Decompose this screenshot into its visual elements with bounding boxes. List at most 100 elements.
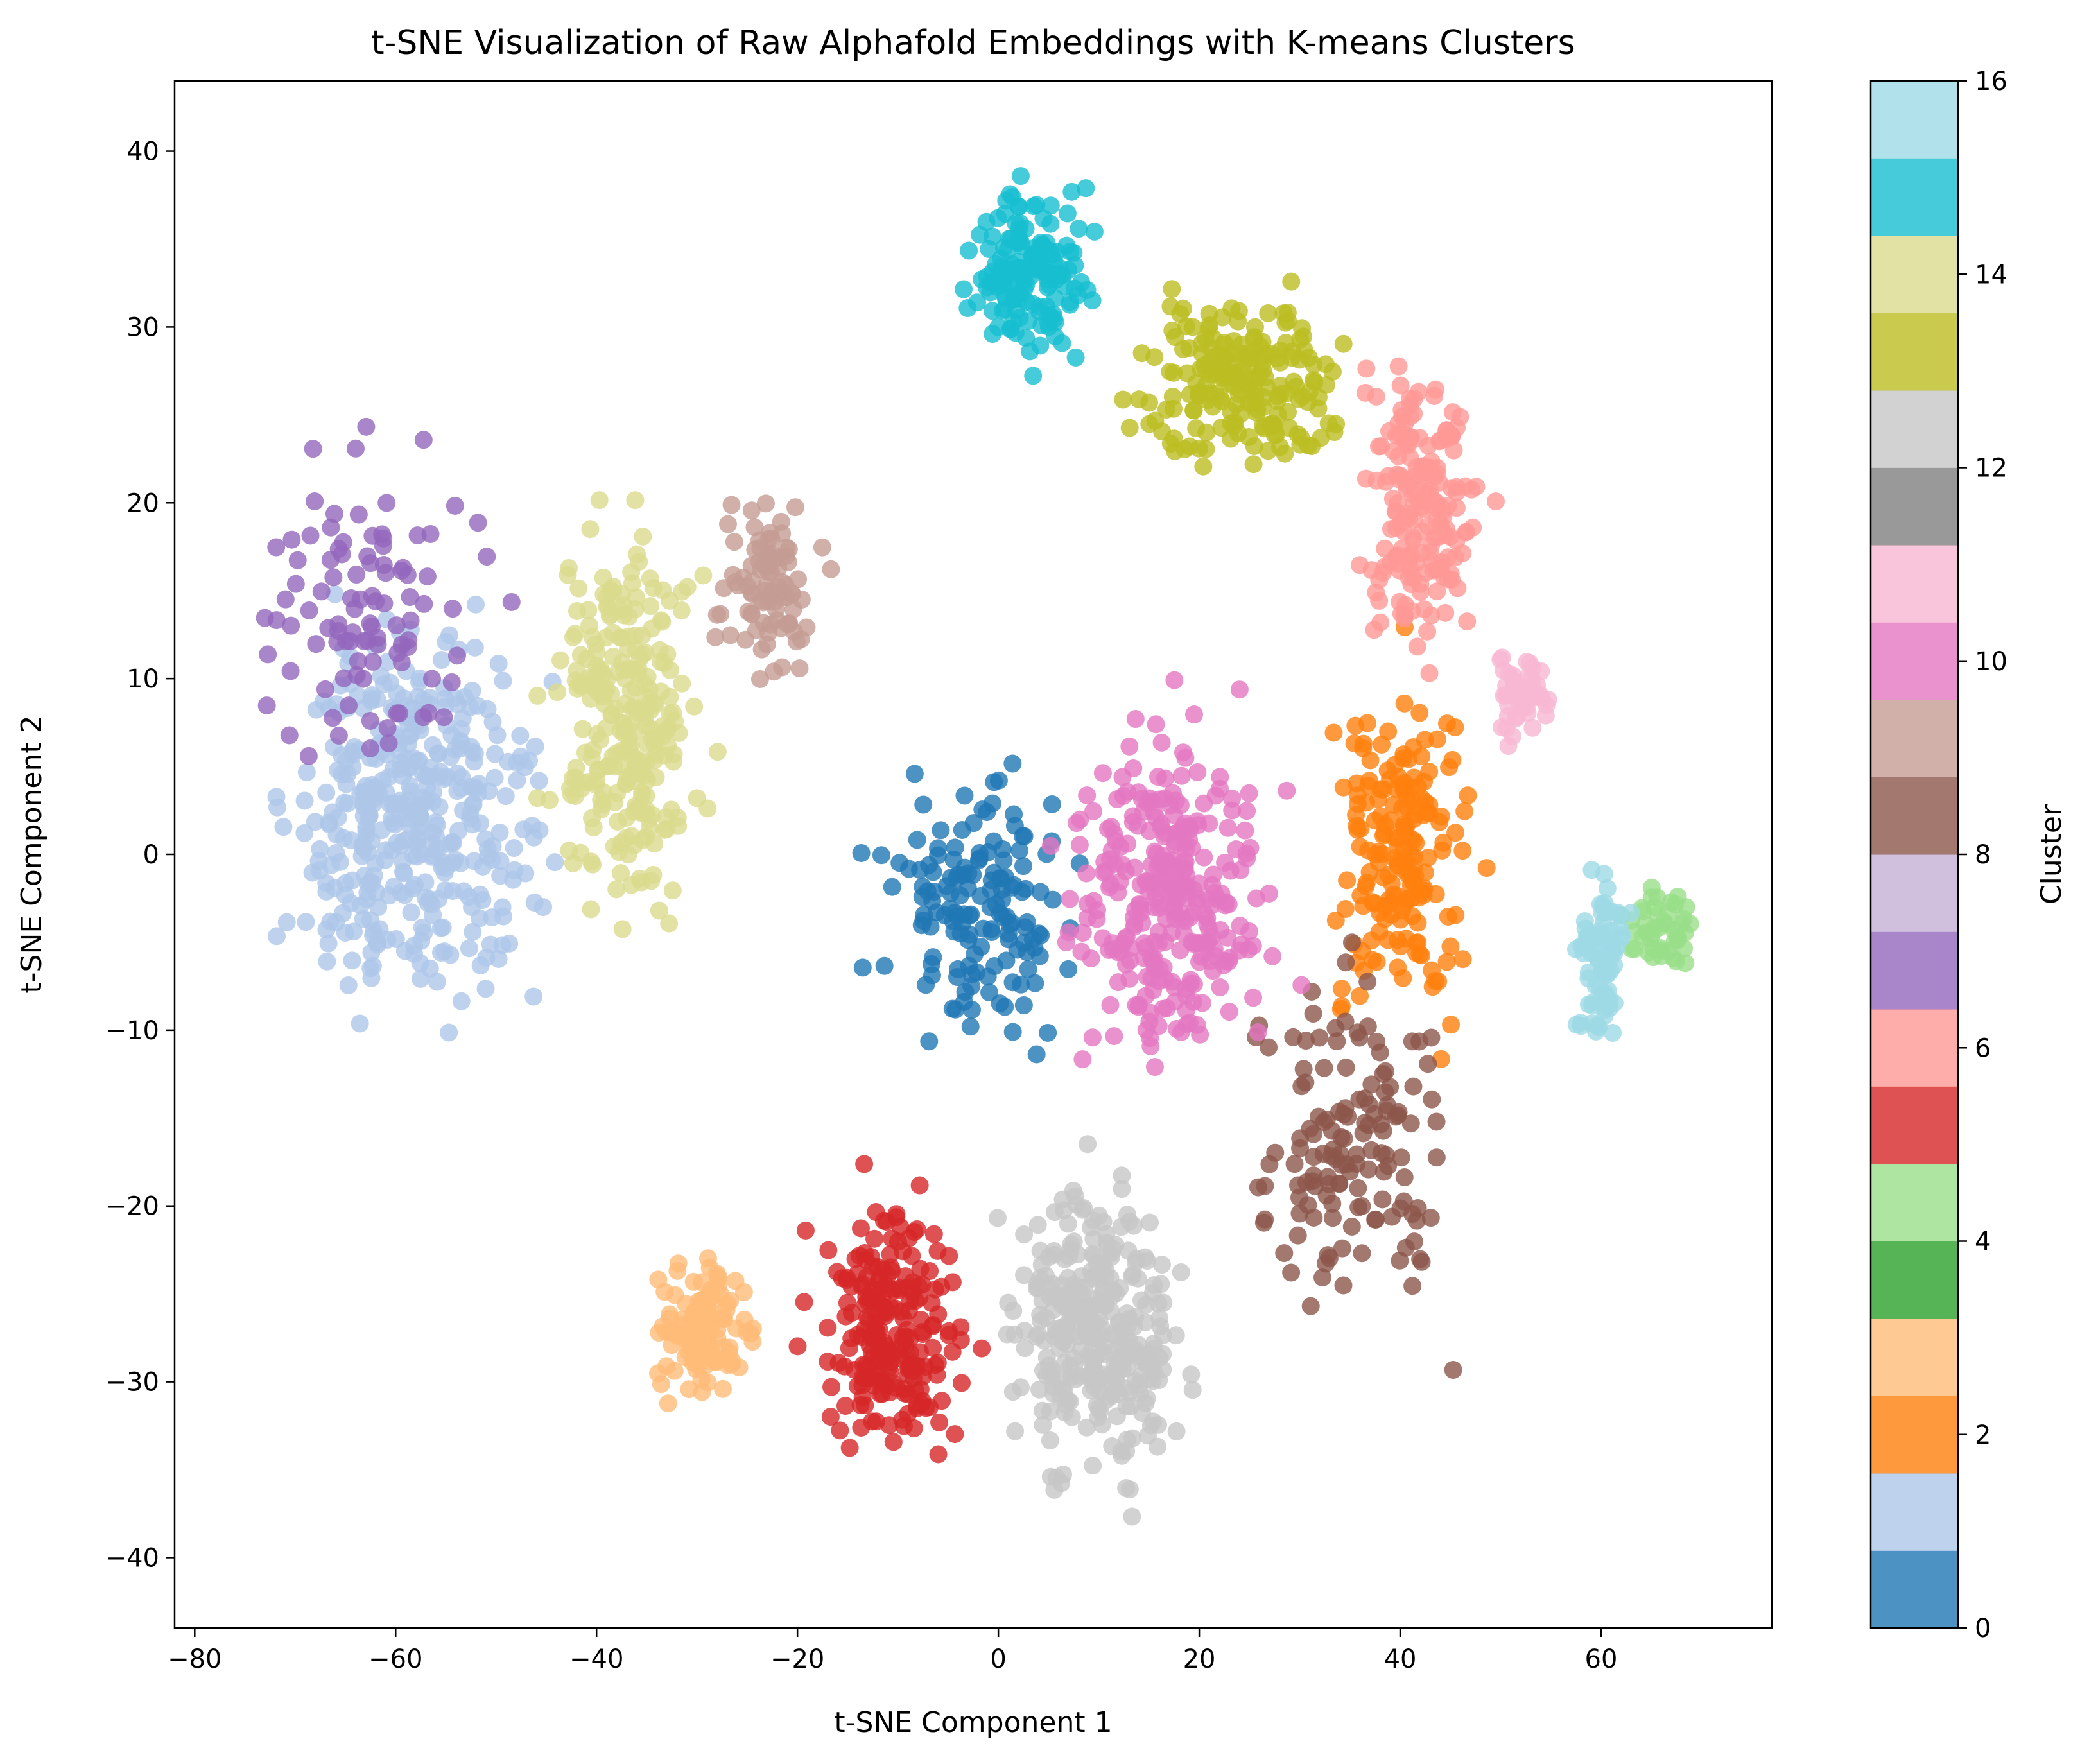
scatter-point-cluster-2 [1398, 798, 1417, 817]
scatter-point-cluster-2 [1437, 953, 1456, 971]
scatter-point-cluster-5 [928, 1241, 947, 1260]
scatter-point-cluster-0 [1003, 754, 1022, 773]
scatter-point-cluster-10 [1072, 942, 1091, 961]
scatter-point-cluster-1 [319, 813, 338, 832]
scatter-point-cluster-10 [1236, 821, 1254, 840]
scatter-point-cluster-14 [581, 520, 600, 539]
scatter-point-cluster-8 [1296, 1073, 1315, 1092]
scatter-point-cluster-0 [921, 917, 940, 936]
scatter-point-cluster-10 [1117, 955, 1136, 974]
y-axis-label: t-SNE Component 2 [15, 715, 48, 993]
scatter-point-cluster-7 [351, 590, 370, 609]
scatter-point-cluster-1 [268, 798, 286, 817]
scatter-point-cluster-13 [1174, 299, 1193, 318]
scatter-point-cluster-16 [1584, 993, 1603, 1012]
scatter-point-cluster-9 [772, 512, 790, 531]
scatter-point-cluster-15 [1014, 263, 1032, 282]
y-tick-label: 10 [126, 664, 159, 694]
scatter-point-cluster-8 [1342, 933, 1361, 952]
scatter-point-cluster-4 [1672, 915, 1691, 933]
scatter-point-cluster-1 [319, 934, 338, 953]
scatter-point-cluster-6 [1415, 600, 1434, 619]
scatter-points [256, 167, 1699, 1526]
scatter-point-cluster-10 [1230, 680, 1249, 699]
scatter-point-cluster-7 [388, 704, 406, 723]
scatter-point-cluster-14 [592, 791, 611, 809]
scatter-point-cluster-3 [743, 1319, 762, 1338]
scatter-point-cluster-15 [958, 299, 977, 318]
scatter-point-cluster-9 [724, 566, 742, 584]
scatter-point-cluster-12 [1106, 1236, 1125, 1254]
scatter-point-cluster-6 [1405, 404, 1423, 423]
scatter-point-cluster-12 [1070, 1367, 1089, 1385]
scatter-point-cluster-12 [1148, 1437, 1166, 1456]
scatter-point-cluster-8 [1275, 1244, 1294, 1263]
scatter-point-cluster-0 [991, 994, 1009, 1013]
scatter-point-cluster-5 [924, 1225, 943, 1243]
scatter-point-cluster-13 [1276, 444, 1294, 463]
colorbar-tick-label: 2 [1975, 1421, 1991, 1450]
scatter-point-cluster-1 [499, 752, 517, 771]
scatter-point-cluster-6 [1453, 544, 1472, 562]
scatter-point-cluster-15 [1058, 204, 1077, 223]
scatter-point-cluster-5 [821, 1408, 840, 1426]
scatter-point-cluster-7 [422, 670, 441, 688]
scatter-point-cluster-14 [582, 748, 601, 767]
scatter-point-cluster-6 [1405, 480, 1424, 499]
scatter-point-cluster-9 [761, 524, 779, 542]
scatter-point-cluster-16 [1604, 1024, 1622, 1042]
scatter-point-cluster-5 [952, 1374, 971, 1392]
scatter-point-cluster-13 [1259, 442, 1278, 460]
scatter-point-cluster-10 [1189, 816, 1208, 834]
scatter-point-cluster-1 [494, 671, 512, 690]
scatter-point-cluster-1 [477, 948, 496, 967]
scatter-point-cluster-6 [1371, 613, 1390, 632]
scatter-point-cluster-14 [626, 491, 645, 510]
scatter-point-cluster-0 [924, 948, 942, 967]
scatter-point-cluster-10 [1263, 947, 1282, 965]
scatter-point-cluster-15 [1085, 222, 1104, 241]
scatter-point-cluster-9 [722, 496, 741, 514]
colorbar-segment [1871, 1009, 1958, 1087]
scatter-point-cluster-8 [1394, 1192, 1413, 1211]
scatter-point-cluster-8 [1310, 1028, 1329, 1047]
scatter-point-cluster-2 [1453, 950, 1472, 969]
scatter-point-cluster-8 [1266, 1143, 1285, 1162]
scatter-point-cluster-10 [1210, 779, 1229, 798]
scatter-point-cluster-1 [505, 839, 523, 858]
scatter-point-cluster-9 [718, 515, 737, 533]
scatter-point-cluster-5 [926, 1356, 945, 1374]
scatter-point-cluster-3 [713, 1379, 732, 1398]
scatter-point-cluster-6 [1437, 421, 1456, 440]
scatter-point-cluster-12 [1112, 1218, 1131, 1236]
scatter-point-cluster-13 [1197, 423, 1216, 442]
scatter-point-cluster-0 [982, 923, 1001, 942]
scatter-point-cluster-8 [1323, 1209, 1342, 1227]
scatter-point-cluster-3 [686, 1342, 704, 1361]
scatter-point-cluster-1 [381, 795, 399, 813]
scatter-point-cluster-2 [1371, 780, 1390, 799]
scatter-point-cluster-1 [274, 818, 293, 836]
scatter-point-cluster-14 [630, 650, 649, 668]
y-tick-label: −10 [105, 1016, 159, 1046]
scatter-point-cluster-10 [1188, 763, 1207, 781]
scatter-point-cluster-15 [998, 241, 1017, 260]
scatter-point-cluster-6 [1374, 564, 1392, 582]
scatter-point-cluster-7 [300, 601, 318, 619]
scatter-point-cluster-13 [1285, 372, 1303, 391]
scatter-point-cluster-1 [461, 804, 480, 822]
scatter-point-cluster-2 [1410, 704, 1429, 722]
scatter-point-cluster-10 [1132, 790, 1151, 808]
colorbar-segment [1871, 1319, 1958, 1396]
scatter-point-cluster-1 [463, 742, 481, 761]
scatter-point-cluster-1 [417, 766, 435, 785]
scatter-point-cluster-1 [437, 859, 455, 878]
scatter-point-cluster-13 [1277, 334, 1296, 352]
scatter-point-cluster-5 [973, 1339, 991, 1358]
scatter-point-cluster-12 [1062, 1408, 1081, 1426]
scatter-point-cluster-6 [1402, 428, 1421, 447]
colorbar-segment [1871, 236, 1958, 313]
scatter-point-cluster-8 [1353, 1197, 1371, 1215]
scatter-point-cluster-7 [321, 551, 340, 569]
scatter-point-cluster-12 [1143, 1412, 1162, 1431]
